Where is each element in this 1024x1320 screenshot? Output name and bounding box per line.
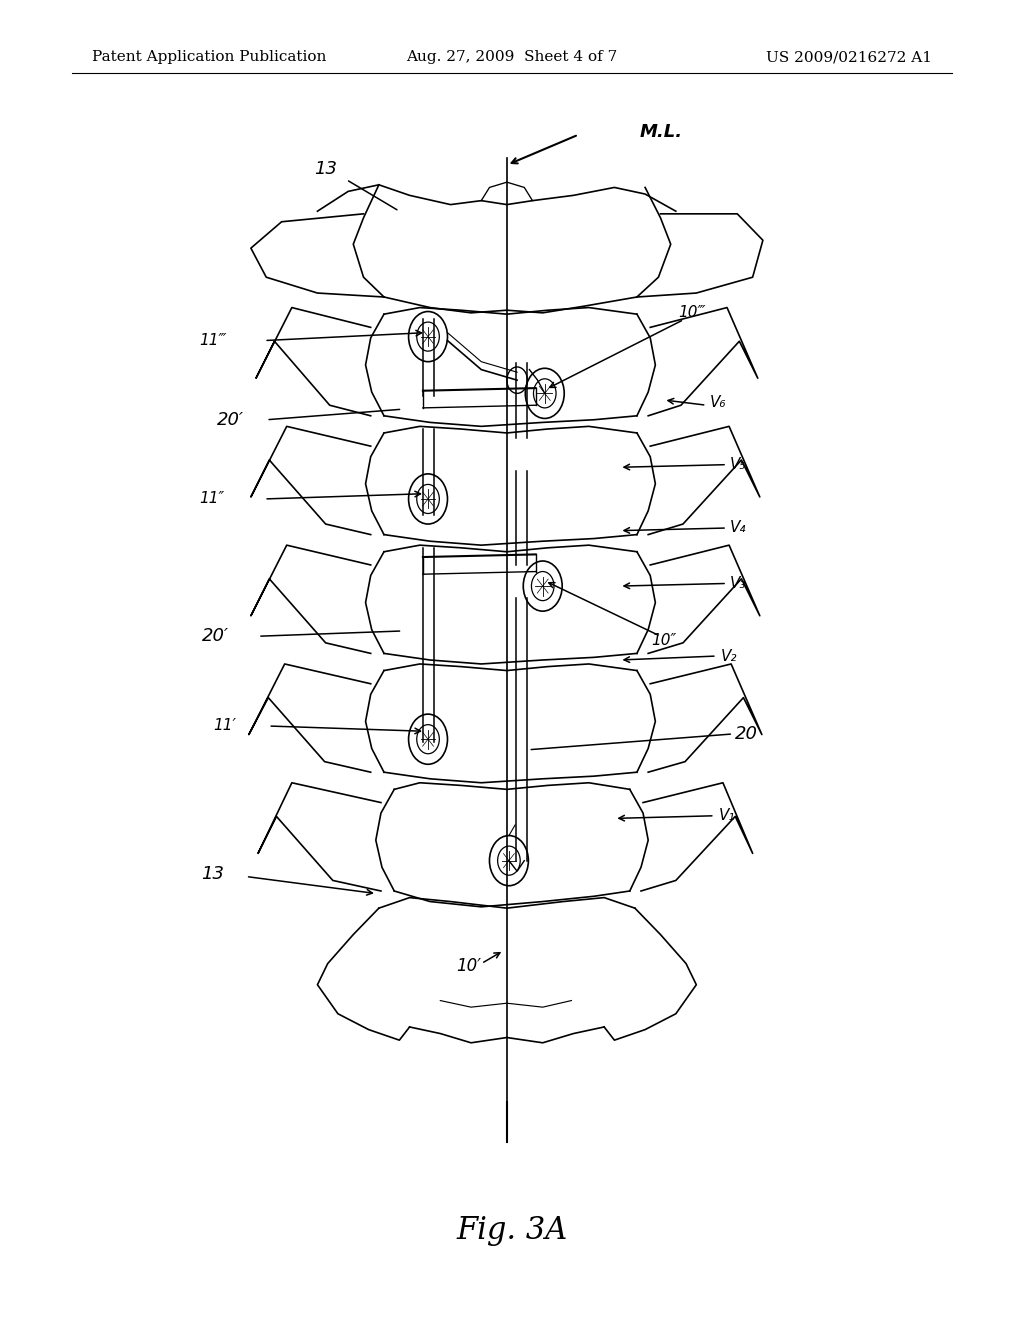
Text: 20′: 20′ bbox=[217, 411, 244, 429]
Text: M.L.: M.L. bbox=[640, 123, 683, 141]
Text: V₂: V₂ bbox=[721, 648, 737, 664]
Text: Patent Application Publication: Patent Application Publication bbox=[92, 50, 327, 65]
Text: Fig. 3A: Fig. 3A bbox=[457, 1214, 567, 1246]
Text: V₁: V₁ bbox=[719, 808, 735, 824]
Text: 11′: 11′ bbox=[213, 718, 236, 734]
Text: 10″: 10″ bbox=[651, 632, 677, 648]
Text: 11‴: 11‴ bbox=[200, 333, 227, 348]
Text: 10′: 10′ bbox=[457, 957, 481, 975]
Text: US 2009/0216272 A1: US 2009/0216272 A1 bbox=[766, 50, 932, 65]
Text: 13: 13 bbox=[202, 865, 224, 883]
Text: 20: 20 bbox=[735, 725, 758, 743]
Text: V₆: V₆ bbox=[710, 395, 726, 411]
Text: 10‴: 10‴ bbox=[678, 305, 706, 321]
Text: V₅: V₅ bbox=[730, 457, 746, 473]
Text: 13: 13 bbox=[314, 160, 337, 178]
Text: Aug. 27, 2009  Sheet 4 of 7: Aug. 27, 2009 Sheet 4 of 7 bbox=[407, 50, 617, 65]
Text: 20′: 20′ bbox=[202, 627, 228, 645]
Text: V₃: V₃ bbox=[730, 576, 746, 591]
Text: V₄: V₄ bbox=[730, 520, 746, 536]
Text: 11″: 11″ bbox=[200, 491, 225, 507]
